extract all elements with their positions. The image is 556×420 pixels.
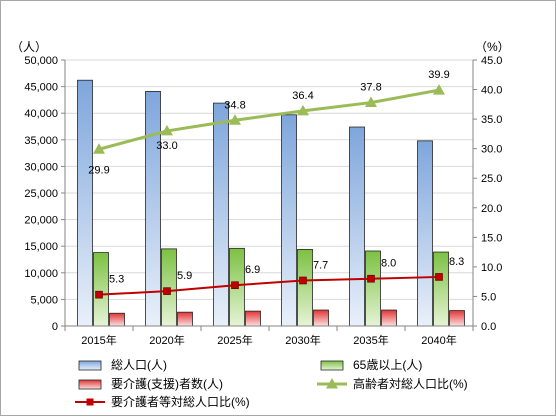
data-label: 8.3 [449, 256, 464, 268]
marker-triangle [365, 96, 377, 108]
data-label: 5.3 [109, 274, 124, 286]
marker-square [231, 281, 239, 290]
bar-1 [349, 126, 365, 327]
left-tick-label: 25,000 [24, 188, 58, 200]
bar-3 [109, 312, 125, 327]
x-tick-label: 2040年 [421, 333, 456, 347]
legend-item-2: 65歳以上(人) [320, 358, 422, 372]
ticks-layer: 0 5,000 10,000 15,000 20,000 25,000 30,000 35,0… [24, 55, 502, 347]
lines-layer [93, 84, 445, 299]
legend-swatch [78, 379, 102, 390]
left-tick-label: 30,000 [24, 161, 58, 173]
legend-label: 要介護(支援)者数(人) [111, 376, 223, 391]
data-label: 33.0 [156, 140, 177, 152]
right-tick-label: 0.0 [481, 321, 496, 333]
marker-triangle [161, 124, 173, 136]
marker-triangle [297, 104, 309, 116]
right-axis-unit: （%） [475, 40, 510, 54]
marker-square [367, 274, 375, 283]
x-tick-label: 2030年 [285, 333, 320, 347]
data-label: 39.9 [428, 69, 449, 81]
bar-3 [245, 310, 261, 327]
bar-1 [281, 114, 297, 327]
left-axis-unit: （人） [11, 40, 47, 54]
left-tick-label: 45,000 [24, 82, 58, 94]
x-tick-label: 2025年 [217, 333, 252, 347]
data-label: 5.9 [177, 270, 192, 282]
legend-label: 高齢者対総人口比(%) [353, 376, 468, 391]
legend-label: 65歳以上(人) [353, 358, 422, 372]
axes-layer [61, 59, 477, 331]
left-tick-label: 50,000 [24, 55, 58, 67]
left-tick-label: 0 [52, 321, 58, 333]
data-label: 7.7 [313, 259, 328, 271]
bar-1 [213, 102, 229, 327]
left-tick-label: 40,000 [24, 108, 58, 120]
legend-marker-square [86, 398, 94, 406]
legend-item-5: 要介護者等対総人口比(%) [75, 394, 250, 409]
marker-square [95, 290, 103, 299]
line-series-2 [98, 275, 440, 296]
legend: 総人口(人) 65歳以上(人) 要介護(支援)者数(人) 高齢者対総人口比(%) 要介護… [75, 358, 468, 409]
data-label: 29.9 [88, 164, 109, 176]
labels-layer: 29.9 33.0 34.8 36.4 37.8 39.9 5.3 5.9 6.9 7.7 8.0 8… [88, 69, 464, 286]
marker-square [299, 276, 307, 285]
marker-square [163, 287, 171, 295]
right-tick-label: 25.0 [481, 173, 502, 185]
right-tick-label: 15.0 [481, 232, 502, 244]
bar-1 [417, 140, 433, 327]
left-tick-label: 35,000 [24, 135, 58, 147]
x-tick-label: 2015年 [81, 333, 116, 347]
legend-marker-triangle [326, 378, 338, 389]
left-tick-label: 5,000 [30, 294, 58, 306]
right-tick-label: 30.0 [481, 144, 502, 156]
marker-triangle [93, 143, 105, 154]
data-label: 8.0 [381, 258, 396, 270]
legend-swatch [78, 360, 102, 371]
right-tick-label: 45.0 [481, 55, 502, 67]
legend-swatch [320, 360, 344, 371]
right-tick-label: 20.0 [481, 203, 502, 215]
marker-square [435, 273, 443, 281]
legend-item-4: 高齢者対総人口比(%) [317, 376, 468, 391]
x-tick-label: 2035年 [353, 333, 388, 347]
line-series-1 [98, 88, 440, 151]
right-tick-label: 5.0 [481, 291, 496, 303]
left-tick-label: 10,000 [24, 268, 58, 280]
data-label: 6.9 [245, 264, 260, 276]
bar-3 [177, 311, 193, 327]
right-tick-label: 35.0 [481, 114, 502, 126]
bar-2 [433, 251, 449, 327]
bar-2 [365, 250, 381, 327]
left-tick-label: 15,000 [24, 241, 58, 253]
data-label: 36.4 [292, 90, 313, 102]
legend-label: 要介護者等対総人口比(%) [111, 394, 250, 409]
right-tick-label: 40.0 [481, 85, 502, 97]
marker-triangle [433, 84, 445, 95]
bar-2 [93, 252, 109, 327]
data-label: 37.8 [360, 82, 381, 94]
bars-layer [77, 79, 465, 327]
bar-3 [449, 310, 465, 327]
legend-item-1: 総人口(人) [78, 358, 167, 372]
right-tick-label: 10.0 [481, 262, 502, 274]
legend-label: 総人口(人) [111, 358, 167, 372]
bar-3 [313, 309, 329, 327]
marker-triangle [229, 114, 241, 125]
data-label: 34.8 [224, 99, 245, 111]
left-tick-label: 20,000 [24, 215, 58, 227]
legend-item-3: 要介護(支援)者数(人) [78, 376, 223, 391]
x-tick-label: 2020年 [149, 333, 184, 347]
bar-3 [381, 309, 397, 327]
bar-1 [77, 79, 93, 327]
bar-2 [297, 248, 313, 327]
